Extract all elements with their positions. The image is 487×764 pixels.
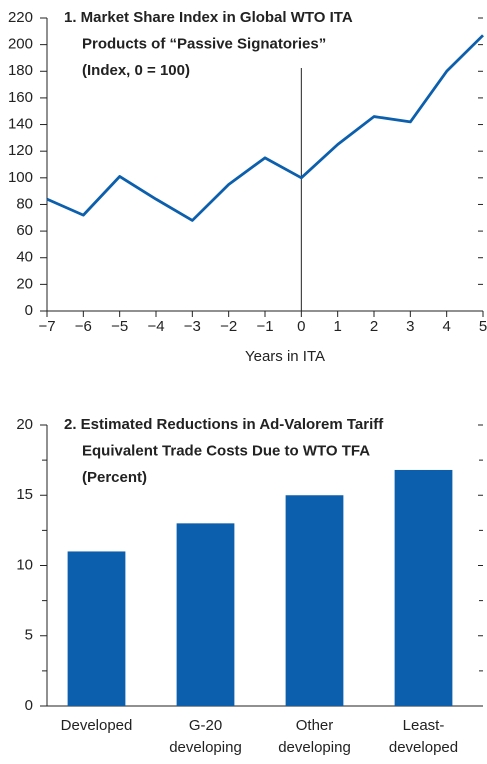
x-tick-label: 3 (406, 318, 414, 335)
x-tick-label: 5 (479, 318, 487, 335)
x-tick-label: 1 (333, 318, 341, 335)
x-tick-label: −7 (38, 318, 55, 335)
x-tick-label: −4 (147, 318, 164, 335)
x-tick-label: Least- (403, 717, 445, 734)
x-tick-label: 0 (297, 318, 305, 335)
y-tick-label: 0 (25, 302, 33, 319)
y-tick-label: 40 (16, 249, 33, 266)
x-tick-label: −1 (256, 318, 273, 335)
chart-title: (Percent) (82, 469, 147, 486)
x-tick-label: −5 (111, 318, 128, 335)
x-tick-label: developing (278, 739, 351, 756)
x-tick-label: 4 (442, 318, 450, 335)
x-tick-label: developed (389, 739, 458, 756)
y-tick-label: 180 (8, 62, 33, 79)
y-tick-label: 120 (8, 142, 33, 159)
y-tick-label: 5 (25, 627, 33, 644)
y-tick-label: 220 (8, 9, 33, 26)
y-tick-label: 20 (16, 416, 33, 433)
y-tick-label: 80 (16, 195, 33, 212)
x-tick-label: developing (169, 739, 242, 756)
chart-title: Products of “Passive Signatories” (82, 35, 326, 52)
y-tick-label: 0 (25, 697, 33, 714)
x-tick-label: Developed (61, 717, 133, 734)
y-tick-label: 10 (16, 556, 33, 573)
x-tick-label: G-20 (189, 717, 222, 734)
chart-title: (Index, 0 = 100) (82, 62, 190, 79)
y-tick-label: 200 (8, 36, 33, 53)
x-tick-label: −6 (75, 318, 92, 335)
x-tick-label: −3 (184, 318, 201, 335)
y-tick-label: 20 (16, 275, 33, 292)
x-tick-label: 2 (370, 318, 378, 335)
y-tick-label: 60 (16, 222, 33, 239)
bar (285, 495, 344, 706)
x-tick-label: −2 (220, 318, 237, 335)
chart-title: 1. Market Share Index in Global WTO ITA (64, 9, 353, 26)
chart-title: 2. Estimated Reductions in Ad-Valorem Ta… (64, 416, 384, 433)
x-axis-label: Years in ITA (245, 348, 325, 365)
bar (176, 523, 235, 706)
bar (67, 551, 126, 706)
y-tick-label: 160 (8, 89, 33, 106)
bar (394, 469, 453, 706)
data-line (46, 34, 484, 222)
x-tick-label: Other (296, 717, 334, 734)
y-tick-label: 140 (8, 116, 33, 133)
y-tick-label: 15 (16, 486, 33, 503)
y-tick-label: 100 (8, 169, 33, 186)
chart-title: Equivalent Trade Costs Due to WTO TFA (82, 442, 370, 459)
